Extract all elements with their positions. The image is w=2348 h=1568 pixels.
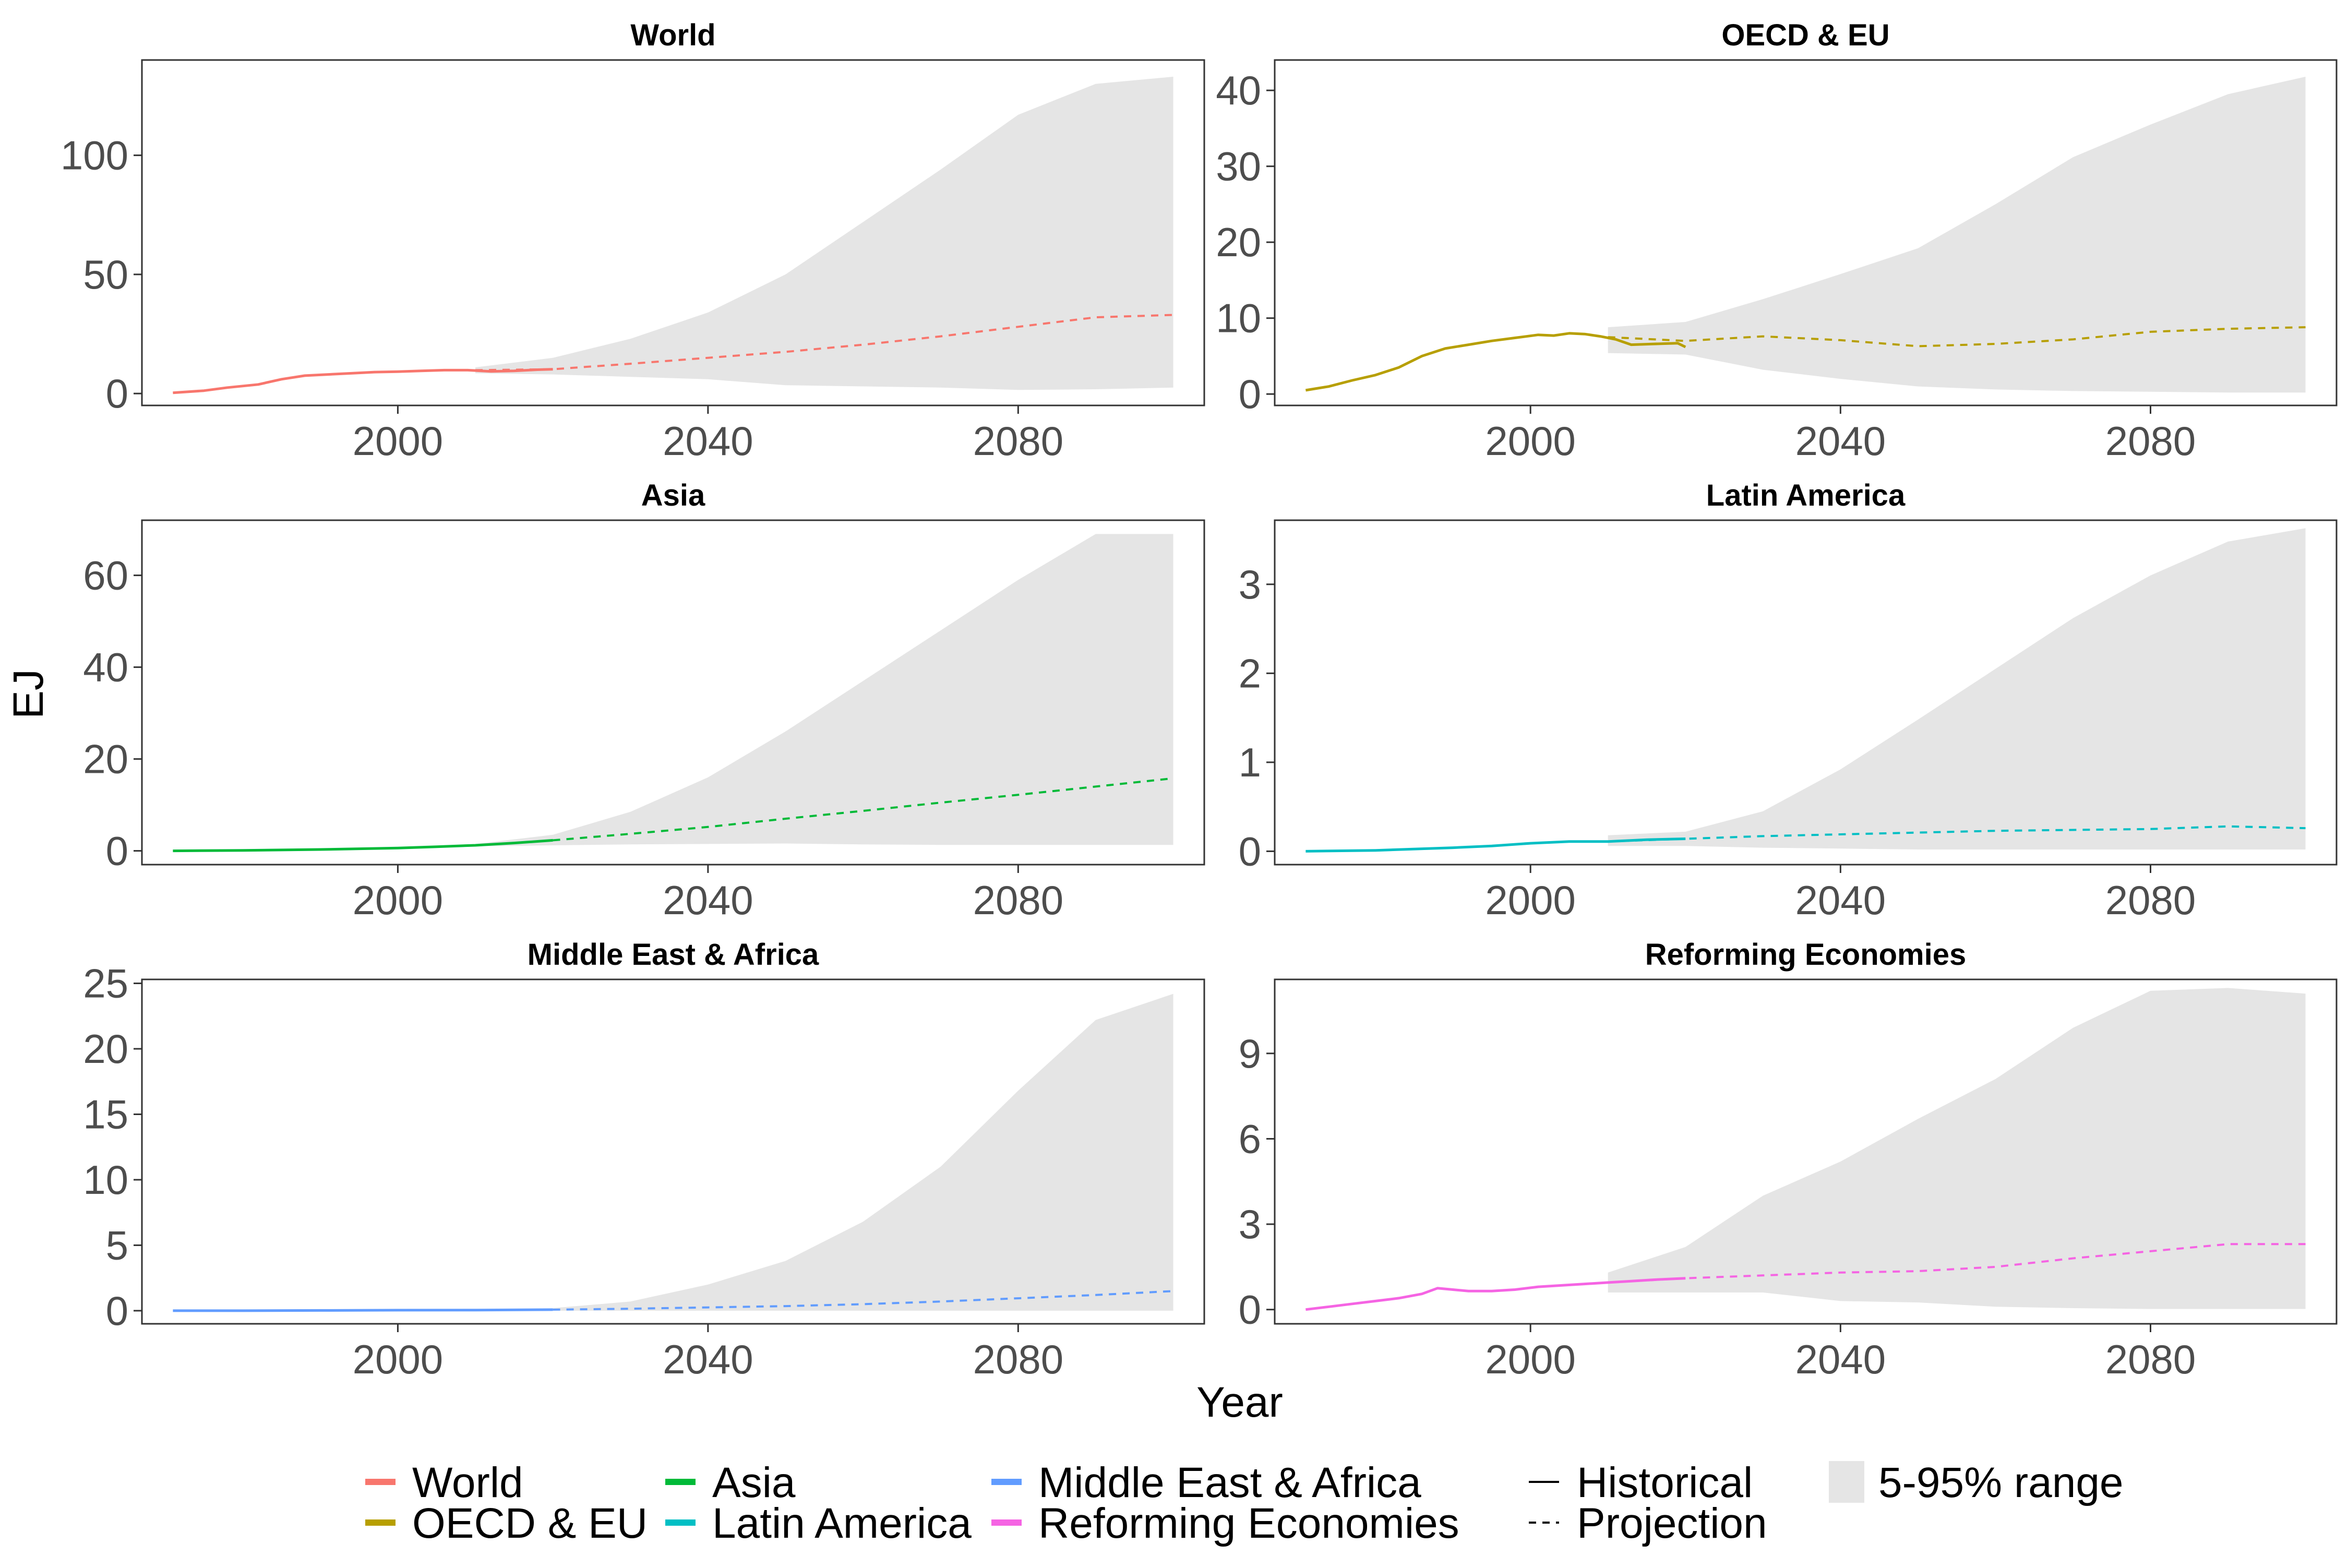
panel-reforming-economies: Reforming Economies 0 3 6 9 2000 2040 2080	[1239, 938, 2338, 1382]
x-tick-label-reforming-economies-2080: 2080	[2105, 1336, 2196, 1382]
panel-title-world: World	[630, 18, 715, 52]
legend-label-world: World	[412, 1459, 523, 1506]
y-tick-label-oecd-and-eu-30: 30	[1216, 143, 1261, 189]
range-ribbon-reforming-economies	[1608, 988, 2306, 1309]
legend-label-oecd-and-eu: OECD & EU	[412, 1500, 648, 1547]
legend-key-range	[1829, 1461, 1864, 1503]
legend-label-asia: Asia	[712, 1459, 796, 1506]
y-tick-label-middle-east-and-africa-10: 10	[83, 1157, 128, 1203]
panel-title-middle-east-and-africa: Middle East & Africa	[528, 938, 819, 972]
y-tick-label-reforming-economies-0: 0	[1239, 1287, 1261, 1333]
panel-border-reforming-economies	[1274, 978, 2338, 1325]
y-axis-title: EJ	[5, 669, 52, 719]
panel-border-middle-east-and-africa	[141, 978, 1205, 1325]
panel-border-asia	[141, 519, 1205, 866]
panel-middle-east-and-africa: Middle East & Africa 0 5 10 15 20 25 2000 2040 20…	[83, 938, 1205, 1382]
panel-border-latin-america	[1274, 519, 2338, 866]
panel-border-world	[141, 59, 1205, 406]
historical-line-oecd-and-eu	[1305, 332, 1686, 392]
x-tick-label-asia-2000: 2000	[353, 877, 444, 923]
y-tick-label-middle-east-and-africa-25: 25	[83, 961, 128, 1007]
projection-line-world	[475, 314, 1173, 372]
panel-title-asia: Asia	[641, 478, 705, 512]
y-tick-label-asia-60: 60	[83, 553, 128, 599]
panel-world: World 0 50 100 2000 2040 2080	[61, 18, 1205, 464]
projection-line-middle-east-and-africa	[553, 1290, 1173, 1311]
y-tick-label-reforming-economies-6: 6	[1239, 1116, 1261, 1162]
y-tick-label-reforming-economies-3: 3	[1239, 1201, 1261, 1247]
historical-line-latin-america	[1305, 837, 1686, 853]
panel-title-reforming-economies: Reforming Economies	[1645, 938, 1967, 972]
legend-label-reforming-economies: Reforming Economies	[1038, 1500, 1459, 1547]
y-tick-label-world-0: 0	[106, 370, 128, 416]
y-tick-label-oecd-and-eu-20: 20	[1216, 219, 1261, 265]
y-tick-label-world-50: 50	[83, 252, 128, 297]
y-tick-label-oecd-and-eu-0: 0	[1239, 371, 1261, 417]
x-tick-label-middle-east-and-africa-2080: 2080	[973, 1336, 1064, 1382]
x-tick-label-middle-east-and-africa-2040: 2040	[663, 1336, 753, 1382]
y-tick-label-middle-east-and-africa-15: 15	[83, 1091, 128, 1137]
y-tick-label-asia-40: 40	[83, 644, 128, 690]
x-tick-label-latin-america-2040: 2040	[1795, 877, 1886, 923]
y-tick-label-asia-20: 20	[83, 736, 128, 782]
legend-label-middle-east-and-africa: Middle East & Africa	[1038, 1459, 1421, 1506]
range-ribbon-asia	[475, 534, 1173, 846]
legend-label-projection: Projection	[1577, 1500, 1767, 1547]
y-tick-label-middle-east-and-africa-5: 5	[106, 1222, 128, 1268]
y-tick-label-middle-east-and-africa-20: 20	[83, 1026, 128, 1072]
legend-label-range: 5-95% range	[1878, 1459, 2124, 1506]
range-ribbon-oecd-and-eu	[1608, 77, 2306, 393]
panel-latin-america: Latin America 0 1 2 3 2000 2040 2080	[1239, 478, 2338, 923]
y-tick-label-latin-america-1: 1	[1239, 739, 1261, 785]
y-tick-label-latin-america-0: 0	[1239, 828, 1261, 874]
x-tick-label-middle-east-and-africa-2000: 2000	[353, 1336, 444, 1382]
legend-label-latin-america: Latin America	[712, 1500, 972, 1547]
y-tick-label-asia-0: 0	[106, 828, 128, 874]
x-tick-label-latin-america-2000: 2000	[1485, 877, 1576, 923]
x-tick-label-asia-2080: 2080	[973, 877, 1064, 923]
historical-line-asia	[173, 839, 553, 853]
x-tick-label-world-2080: 2080	[973, 418, 1064, 464]
x-tick-label-oecd-and-eu-2000: 2000	[1485, 418, 1576, 464]
historical-line-middle-east-and-africa	[173, 1308, 553, 1312]
x-tick-label-world-2000: 2000	[353, 418, 444, 464]
projection-line-asia	[553, 777, 1173, 842]
legend-label-historical: Historical	[1577, 1459, 1753, 1506]
historical-line-world	[173, 368, 553, 394]
x-axis-title: Year	[1196, 1379, 1283, 1426]
range-ribbon-middle-east-and-africa	[553, 994, 1173, 1311]
x-tick-label-asia-2040: 2040	[663, 877, 753, 923]
panel-oecd-and-eu: OECD & EU 0 10 20 30 40 2000 2040 2080	[1216, 18, 2338, 464]
y-tick-label-middle-east-and-africa-0: 0	[106, 1288, 128, 1334]
panel-title-latin-america: Latin America	[1706, 478, 1906, 512]
range-ribbon-latin-america	[1608, 528, 2306, 849]
x-tick-label-reforming-economies-2000: 2000	[1485, 1336, 1576, 1382]
y-tick-label-latin-america-2: 2	[1239, 650, 1261, 696]
x-tick-label-oecd-and-eu-2080: 2080	[2105, 418, 2196, 464]
x-tick-label-reforming-economies-2040: 2040	[1795, 1336, 1886, 1382]
x-tick-label-world-2040: 2040	[663, 418, 753, 464]
x-tick-label-oecd-and-eu-2040: 2040	[1795, 418, 1886, 464]
x-tick-label-latin-america-2080: 2080	[2105, 877, 2196, 923]
y-tick-label-latin-america-3: 3	[1239, 561, 1261, 607]
y-tick-label-oecd-and-eu-10: 10	[1216, 295, 1261, 341]
panel-border-oecd-and-eu	[1274, 59, 2338, 406]
y-tick-label-reforming-economies-9: 9	[1239, 1031, 1261, 1076]
y-tick-label-world-100: 100	[61, 133, 128, 178]
y-tick-label-oecd-and-eu-40: 40	[1216, 67, 1261, 113]
range-ribbon-world	[475, 77, 1173, 390]
panel-title-oecd-and-eu: OECD & EU	[1721, 18, 1889, 52]
